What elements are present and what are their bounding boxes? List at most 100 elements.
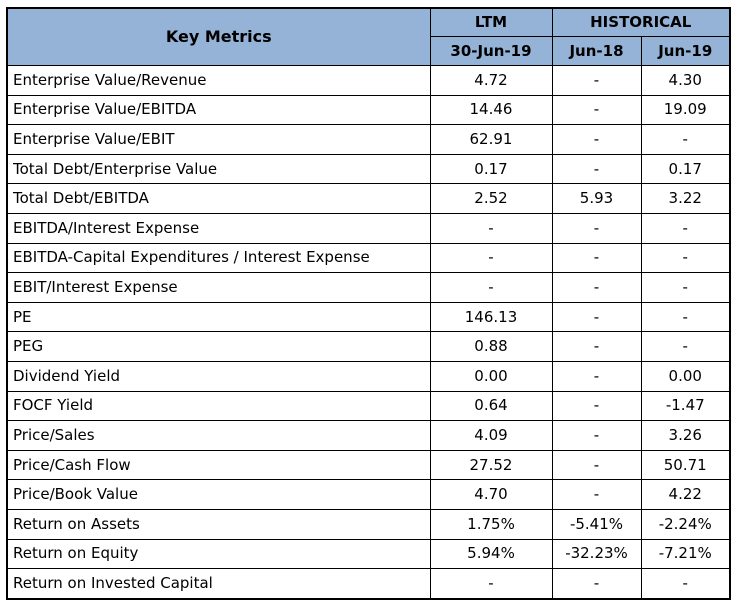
jun-18-value: - xyxy=(551,124,642,155)
table-row: Return on Assets 1.75% -5.41% -2.24% xyxy=(6,508,731,540)
ltm-value: - xyxy=(429,242,553,274)
jun-18-value: -5.41% xyxy=(551,508,642,540)
jun-18-value: - xyxy=(551,479,642,510)
jun-19-value: - xyxy=(640,301,731,333)
metric-label: Price/Cash Flow xyxy=(6,449,431,481)
jun-18-value: - xyxy=(551,242,642,274)
jun-18-value: - xyxy=(551,331,642,362)
ltm-value: 2.52 xyxy=(429,183,553,214)
jun-19-value: - xyxy=(640,242,731,274)
jun-18-value: - xyxy=(551,301,642,333)
jun-19-value: 3.22 xyxy=(640,183,731,214)
jun-18-value: - xyxy=(551,360,642,392)
key-metrics-header: Key Metrics xyxy=(6,7,431,66)
table-row: Dividend Yield 0.00-0.00 xyxy=(6,360,731,392)
jun-19-value: 4.22 xyxy=(640,479,731,510)
ltm-value: 14.46 xyxy=(429,94,553,126)
jun-18-value: - xyxy=(551,390,642,422)
jun-19-header: Jun-19 xyxy=(640,36,731,66)
jun-19-value: -2.24% xyxy=(640,508,731,540)
metric-label: EBITDA/Interest Expense xyxy=(6,212,431,244)
ltm-value: 62.91 xyxy=(429,124,553,155)
header-row-sub: 30-Jun-19 Jun-18 Jun-19 xyxy=(7,36,731,66)
table-row: Enterprise Value/EBITDA 14.46-19.09 xyxy=(6,94,731,126)
ltm-header: LTM xyxy=(429,7,553,37)
table-row: Enterprise Value/EBIT 62.91- - xyxy=(6,124,731,155)
jun-19-value: 50.71 xyxy=(640,449,731,481)
ltm-value: 146.13 xyxy=(429,301,553,333)
jun-19-value: 0.17 xyxy=(640,153,731,185)
table-row: Total Debt/Enterprise Value 0.17-0.17 xyxy=(6,153,731,185)
metric-label: Enterprise Value/EBITDA xyxy=(6,94,431,126)
jun-19-value: - xyxy=(640,212,731,244)
table-row: Enterprise Value/Revenue 4.72-4.30 xyxy=(6,65,731,96)
jun-18-value: - xyxy=(551,212,642,244)
table-row: Price/Cash Flow 27.52-50.71 xyxy=(6,449,731,481)
jun-18-value: -32.23% xyxy=(551,538,642,570)
jun-18-value: - xyxy=(551,94,642,126)
ltm-value: 4.72 xyxy=(429,65,553,96)
ltm-value: 4.70 xyxy=(429,479,553,510)
key-metrics-table-container: Key Metrics LTM HISTORICAL 30-Jun-19 Jun… xyxy=(6,7,731,600)
ltm-value: - xyxy=(429,568,553,600)
table-row: Total Debt/EBITDA 2.52 5.93 3.22 xyxy=(6,183,731,214)
jun-18-header: Jun-18 xyxy=(551,36,642,66)
metric-label: Enterprise Value/Revenue xyxy=(6,65,431,96)
ltm-value: 0.64 xyxy=(429,390,553,422)
jun-19-value: - xyxy=(640,331,731,362)
jun-18-value: - xyxy=(551,153,642,185)
metric-label: Price/Book Value xyxy=(6,479,431,510)
metric-label: PEG xyxy=(6,331,431,362)
jun-18-value: - xyxy=(551,449,642,481)
table-row: FOCF Yield 0.64- -1.47 xyxy=(6,390,731,422)
table-body: Enterprise Value/Revenue 4.72-4.30 Enterpr… xyxy=(6,65,731,600)
ltm-value: 1.75% xyxy=(429,508,553,540)
metric-label: Total Debt/EBITDA xyxy=(6,183,431,214)
jun-18-value: - xyxy=(551,272,642,303)
table-header: Key Metrics LTM HISTORICAL 30-Jun-19 Jun… xyxy=(6,7,731,66)
jun-19-value: 0.00 xyxy=(640,360,731,392)
metric-label: Price/Sales xyxy=(6,420,431,451)
metric-label: Return on Equity xyxy=(6,538,431,570)
table-row: Price/Sales 4.09-3.26 xyxy=(6,420,731,451)
jun-18-value: - xyxy=(551,568,642,600)
table-row: EBITDA-Capital Expenditures / Interest E… xyxy=(6,242,731,274)
ltm-value: 4.09 xyxy=(429,420,553,451)
metric-label: Total Debt/Enterprise Value xyxy=(6,153,431,185)
jun-18-value: - xyxy=(551,65,642,96)
jun-19-value: -7.21% xyxy=(640,538,731,570)
metric-label: Return on Invested Capital xyxy=(6,568,431,600)
jun-18-value: - xyxy=(551,420,642,451)
historical-header: HISTORICAL xyxy=(551,7,731,37)
metric-label: PE xyxy=(6,301,431,333)
ltm-value: 5.94% xyxy=(429,538,553,570)
ltm-value: 27.52 xyxy=(429,449,553,481)
table-row: Return on Invested Capital - - - xyxy=(6,568,731,600)
header-row-top: Key Metrics LTM HISTORICAL xyxy=(6,7,731,66)
table-row: EBIT/Interest Expense - - - xyxy=(6,272,731,303)
jun-19-value: 4.30 xyxy=(640,65,731,96)
metric-label: Enterprise Value/EBIT xyxy=(6,124,431,155)
table-row: PEG 0.88- - xyxy=(6,331,731,362)
jun-19-value: - xyxy=(640,272,731,303)
metric-label: Dividend Yield xyxy=(6,360,431,392)
jun-19-value: - xyxy=(640,124,731,155)
ltm-value: - xyxy=(429,212,553,244)
ltm-date-header: 30-Jun-19 xyxy=(429,36,553,66)
jun-19-value: -1.47 xyxy=(640,390,731,422)
metric-label: FOCF Yield xyxy=(6,390,431,422)
ltm-value: 0.88 xyxy=(429,331,553,362)
table-row: PE 146.13- - xyxy=(6,301,731,333)
table-row: EBITDA/Interest Expense - - - xyxy=(6,212,731,244)
table-row: Return on Equity 5.94% -32.23% -7.21% xyxy=(6,538,731,570)
metric-label: EBIT/Interest Expense xyxy=(6,272,431,303)
ltm-value: 0.17 xyxy=(429,153,553,185)
jun-19-value: 3.26 xyxy=(640,420,731,451)
key-metrics-table: Key Metrics LTM HISTORICAL 30-Jun-19 Jun… xyxy=(6,7,731,600)
ltm-value: 0.00 xyxy=(429,360,553,392)
table-row: Price/Book Value 4.70-4.22 xyxy=(6,479,731,510)
metric-label: EBITDA-Capital Expenditures / Interest E… xyxy=(6,242,431,274)
ltm-value: - xyxy=(429,272,553,303)
jun-18-value: 5.93 xyxy=(551,183,642,214)
metric-label: Return on Assets xyxy=(6,508,431,540)
